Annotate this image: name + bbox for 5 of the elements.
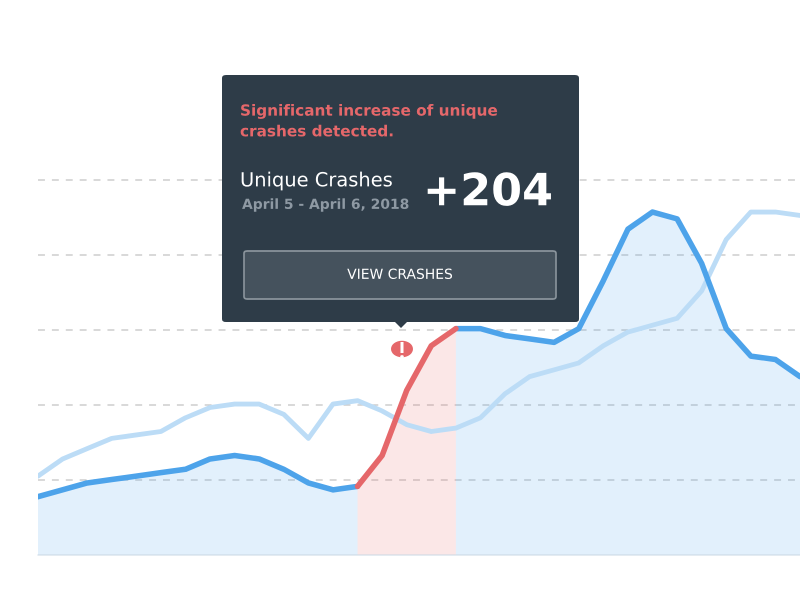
text: +204 <box>428 172 551 206</box>
text: Significant increase of unique crashes detected. <box>240 104 498 137</box>
text: Unique Crashes <box>242 172 392 190</box>
annotation: VIEW CRASHES <box>347 268 452 280</box>
text: April 5 - April 6, 2018 <box>242 198 408 212</box>
